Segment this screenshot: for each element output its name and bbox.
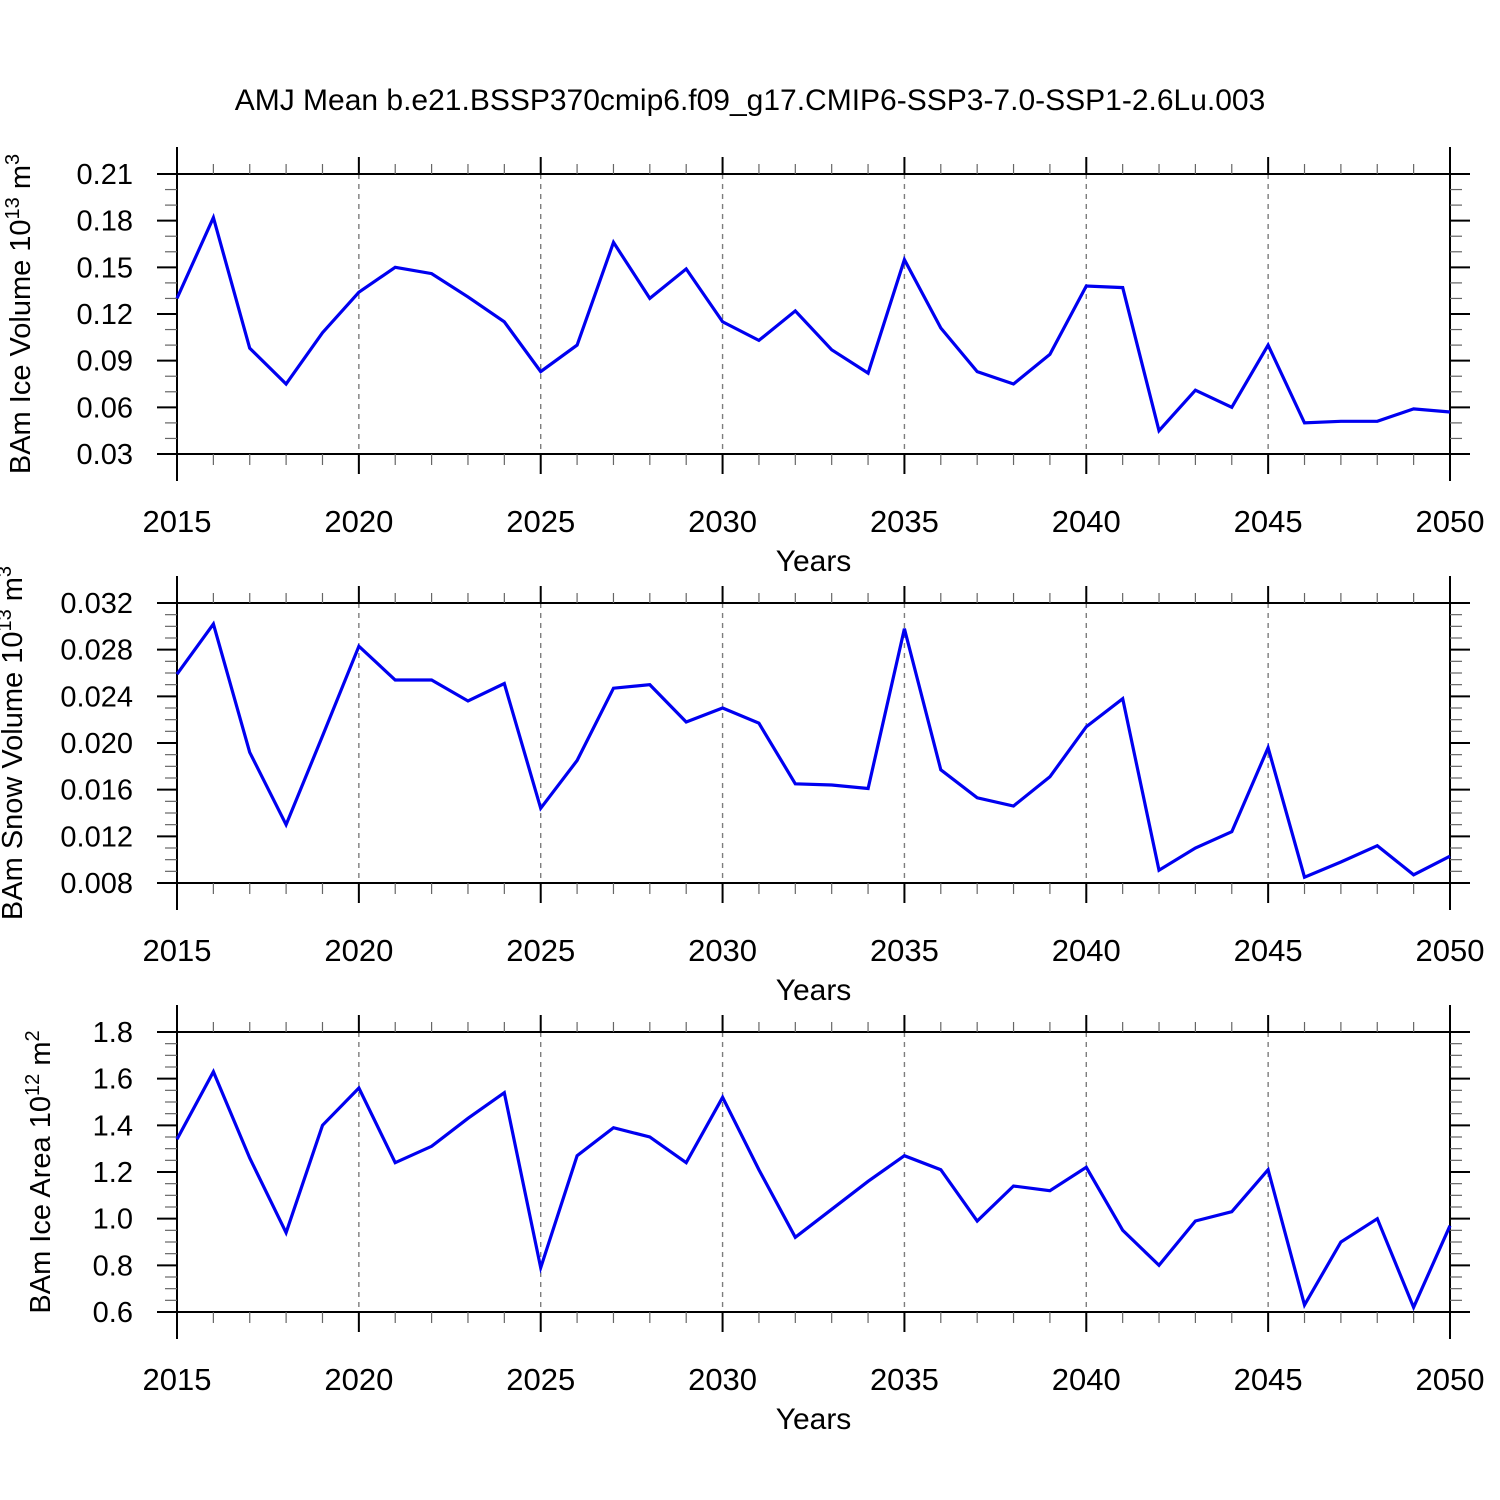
minor-ticks xyxy=(165,1022,1462,1323)
data-series-line xyxy=(175,1067,1452,1312)
y-tick-label: 1.6 xyxy=(93,1064,133,1096)
y-tick-label: 0.12 xyxy=(77,299,133,331)
x-axis-title: Years xyxy=(776,974,852,1007)
gridlines xyxy=(358,1032,1269,1312)
y-tick-label: 0.024 xyxy=(60,681,133,713)
y-tick-label: 0.032 xyxy=(60,588,133,620)
y-tick-label: 1.0 xyxy=(93,1204,133,1236)
y-tick-label: 0.016 xyxy=(60,775,133,807)
major-ticks xyxy=(157,586,1470,903)
x-axis-title: Years xyxy=(776,1403,852,1436)
x-tick-label: 2030 xyxy=(688,1362,757,1397)
y-tick-label: 0.03 xyxy=(77,439,133,471)
y-tick-label: 0.09 xyxy=(77,346,133,378)
gridlines xyxy=(358,603,1269,883)
x-tick-label: 2025 xyxy=(506,933,575,968)
y-tick-label: 0.06 xyxy=(77,392,133,424)
y-axis-labels: 0.032 0.028 0.024 0.020 0.016 0.012 0.008 xyxy=(60,588,133,900)
y-tick-label: 0.012 xyxy=(60,821,133,853)
minor-ticks xyxy=(165,164,1462,465)
x-tick-label: 2030 xyxy=(688,933,757,968)
axes-frame xyxy=(160,1005,1467,1339)
y-axis-labels: 0.21 0.18 0.15 0.12 0.09 0.06 0.03 xyxy=(77,159,133,471)
y-tick-label: 0.6 xyxy=(93,1297,133,1329)
x-tick-label: 2025 xyxy=(506,504,575,539)
ice-area-chart: 1.8 1.6 1.4 1.2 1.0 0.8 0.6 2015 2020 2025 2030 203… xyxy=(22,1005,1485,1436)
y-tick-label: 0.020 xyxy=(60,728,133,760)
x-tick-label: 2045 xyxy=(1234,1362,1303,1397)
data-series-line xyxy=(175,212,1451,434)
y-axis-labels: 1.8 1.6 1.4 1.2 1.0 0.8 0.6 xyxy=(93,1017,133,1329)
data-series-line xyxy=(175,620,1451,880)
y-tick-label: 0.028 xyxy=(60,635,133,667)
x-tick-label: 2045 xyxy=(1234,933,1303,968)
x-tick-label: 2020 xyxy=(324,1362,393,1397)
y-axis-title: BAm Snow Volume 1013 m3 xyxy=(0,566,29,920)
major-ticks xyxy=(157,1015,1470,1332)
x-tick-label: 2015 xyxy=(143,933,212,968)
y-tick-label: 1.2 xyxy=(93,1157,133,1189)
x-axis-labels: 2015 2020 2025 2030 2035 2040 2045 2050 xyxy=(143,933,1485,968)
figure-title: AMJ Mean b.e21.BSSP370cmip6.f09_g17.CMIP… xyxy=(234,84,1266,117)
gridlines xyxy=(358,174,1269,454)
major-ticks xyxy=(157,157,1470,474)
x-tick-label: 2015 xyxy=(143,504,212,539)
x-axis-labels: 2015 2020 2025 2030 2035 2040 2045 2050 xyxy=(143,504,1485,539)
x-axis-title: Years xyxy=(776,545,852,578)
y-tick-label: 0.18 xyxy=(77,206,133,238)
y-axis-title: BAm Ice Volume 1013 m3 xyxy=(2,154,37,474)
x-tick-label: 2025 xyxy=(506,1362,575,1397)
x-tick-label: 2050 xyxy=(1416,933,1485,968)
x-tick-label: 2020 xyxy=(324,504,393,539)
axes-frame xyxy=(160,576,1467,910)
x-tick-label: 2015 xyxy=(143,1362,212,1397)
minor-ticks xyxy=(165,593,1462,894)
x-axis-labels: 2015 2020 2025 2030 2035 2040 2045 2050 xyxy=(143,1362,1485,1397)
x-tick-label: 2030 xyxy=(688,504,757,539)
y-tick-label: 0.008 xyxy=(60,868,133,900)
axes-frame xyxy=(160,147,1467,481)
x-tick-label: 2040 xyxy=(1052,504,1121,539)
x-tick-label: 2035 xyxy=(870,1362,939,1397)
x-tick-label: 2050 xyxy=(1416,1362,1485,1397)
x-tick-label: 2035 xyxy=(870,504,939,539)
y-tick-label: 0.15 xyxy=(77,252,133,284)
x-tick-label: 2035 xyxy=(870,933,939,968)
x-tick-label: 2020 xyxy=(324,933,393,968)
y-tick-label: 0.8 xyxy=(93,1250,133,1282)
x-tick-label: 2045 xyxy=(1234,504,1303,539)
ice-volume-chart: 0.21 0.18 0.15 0.12 0.09 0.06 0.03 2015 2020 2025… xyxy=(2,147,1485,578)
y-tick-label: 1.8 xyxy=(93,1017,133,1049)
y-tick-label: 1.4 xyxy=(93,1110,133,1142)
y-axis-title: BAm Ice Area 1012 m2 xyxy=(22,1030,57,1313)
x-tick-label: 2040 xyxy=(1052,1362,1121,1397)
x-tick-label: 2050 xyxy=(1416,504,1485,539)
x-tick-label: 2040 xyxy=(1052,933,1121,968)
y-tick-label: 0.21 xyxy=(77,159,133,191)
